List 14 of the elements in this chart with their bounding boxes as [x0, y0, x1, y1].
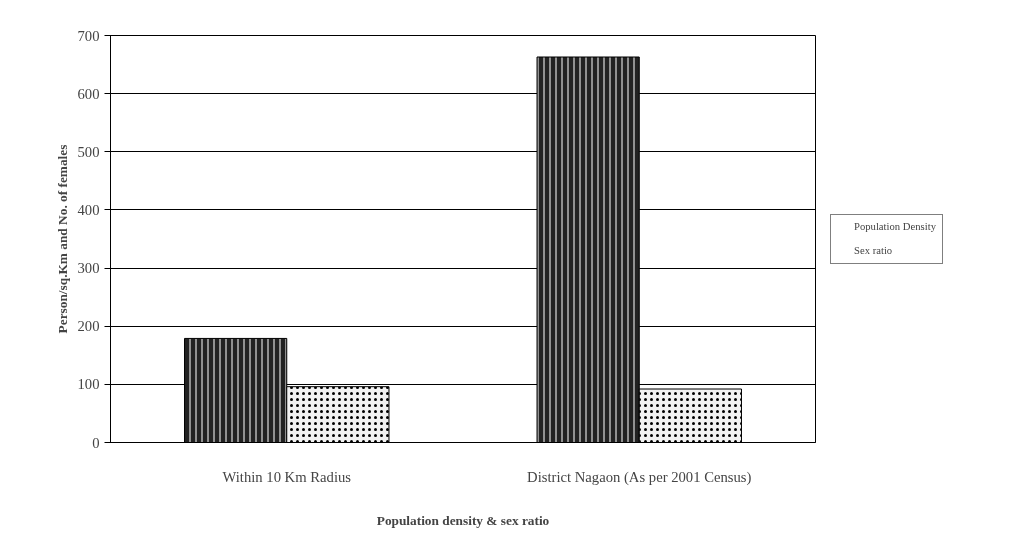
- y-tick-label: 300: [77, 260, 100, 277]
- text: Population Density: [854, 221, 936, 232]
- y-tick-label: 600: [77, 85, 100, 102]
- y-tick-label: 100: [77, 376, 100, 393]
- y-tick-label: 200: [77, 318, 100, 335]
- y-axis-title: Person/sq.Km and No. of females: [54, 144, 70, 334]
- y-tick-label: 500: [77, 143, 100, 160]
- y-tick-label: 0: [92, 434, 100, 451]
- x-tick-label: District Nagaon (As per 2001 Census): [527, 468, 752, 486]
- x-axis-title: Population density & sex ratio: [376, 512, 550, 528]
- y-tick-label: 400: [77, 201, 100, 218]
- x-tick-label: Within 10 Km Radius: [222, 468, 352, 485]
- text: Sex ratio: [854, 245, 893, 256]
- y-tick-label: 700: [77, 27, 100, 44]
